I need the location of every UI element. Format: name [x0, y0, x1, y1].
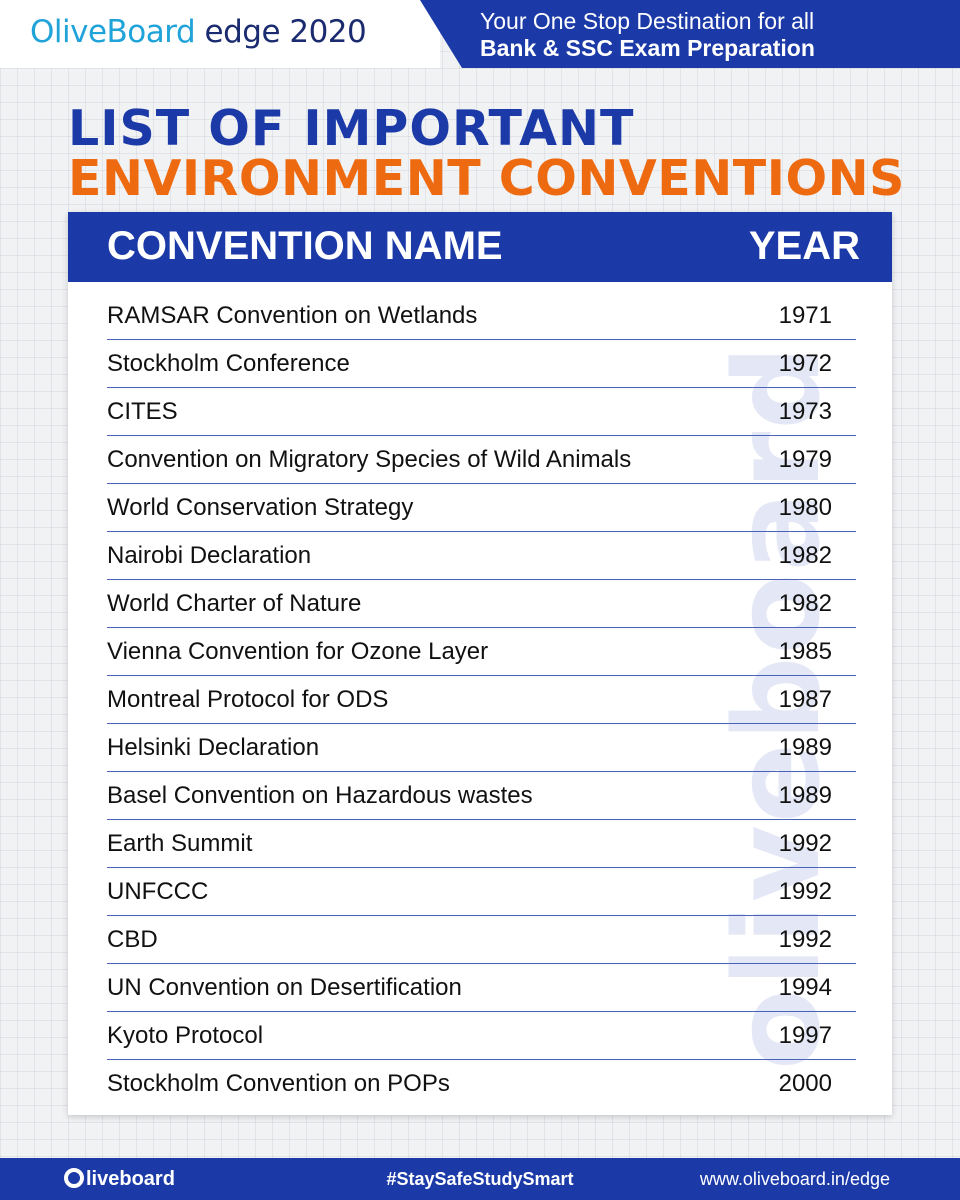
table-row: UNFCCC 1992 — [68, 868, 892, 916]
convention-year: 1982 — [778, 590, 832, 617]
convention-year: 2000 — [778, 1070, 832, 1097]
table-row: UN Convention on Desertification 1994 — [68, 964, 892, 1012]
page-title-line2: ENVIRONMENT CONVENTIONS — [68, 150, 905, 207]
footer-bar: liveboard #StaySafeStudySmart www.oliveb… — [0, 1158, 960, 1200]
convention-name: Helsinki Declaration — [107, 734, 320, 761]
convention-year: 1989 — [778, 782, 832, 809]
convention-name: Montreal Protocol for ODS — [107, 686, 389, 713]
convention-name: Basel Convention on Hazardous wastes — [107, 782, 533, 809]
brand-logo: OliveBoard edge 2020 — [30, 14, 367, 50]
table-row: RAMSAR Convention on Wetlands 1971 — [68, 292, 892, 340]
header-tagline-area — [420, 0, 960, 68]
table-row: Montreal Protocol for ODS 1987 — [68, 676, 892, 724]
convention-name: Stockholm Conference — [107, 350, 350, 377]
convention-name: UNFCCC — [107, 878, 209, 905]
tagline-line1: Your One Stop Destination for all — [480, 8, 815, 34]
convention-name: Nairobi Declaration — [107, 542, 312, 569]
convention-name: CBD — [107, 926, 158, 953]
column-header-year: YEAR — [748, 224, 860, 268]
table-row: Vienna Convention for Ozone Layer 1985 — [68, 628, 892, 676]
convention-year: 1992 — [778, 926, 832, 953]
convention-name: Kyoto Protocol — [107, 1022, 264, 1049]
table-row: Stockholm Conference 1972 — [68, 340, 892, 388]
table-row: Convention on Migratory Species of Wild … — [68, 436, 892, 484]
convention-name: World Conservation Strategy — [107, 494, 414, 521]
convention-year: 1997 — [778, 1022, 832, 1049]
table-row: Nairobi Declaration 1982 — [68, 532, 892, 580]
header-brand-area: OliveBoard edge 2020 — [0, 0, 440, 68]
table-row: World Conservation Strategy 1980 — [68, 484, 892, 532]
convention-name: UN Convention on Desertification — [107, 974, 462, 1001]
table-row: Stockholm Convention on POPs 2000 — [68, 1060, 892, 1108]
footer-logo-text: liveboard — [86, 1168, 175, 1190]
convention-year: 1979 — [778, 446, 832, 473]
table-row: World Charter of Nature 1982 — [68, 580, 892, 628]
convention-year: 1992 — [778, 830, 832, 857]
convention-year: 1982 — [778, 542, 832, 569]
convention-year: 1971 — [778, 302, 832, 329]
footer-url[interactable]: www.oliveboard.in/edge — [699, 1169, 890, 1189]
table-row: CBD 1992 — [68, 916, 892, 964]
oliveboard-o-icon — [64, 1168, 84, 1188]
convention-name: RAMSAR Convention on Wetlands — [107, 302, 478, 329]
convention-year: 1987 — [778, 686, 832, 713]
convention-year: 1972 — [778, 350, 832, 377]
convention-name: CITES — [107, 398, 178, 425]
convention-year: 1985 — [778, 638, 832, 665]
convention-name: Convention on Migratory Species of Wild … — [107, 446, 632, 473]
tagline: Your One Stop Destination for all Bank &… — [480, 8, 950, 62]
table-row: Earth Summit 1992 — [68, 820, 892, 868]
table-row: Basel Convention on Hazardous wastes 1989 — [68, 772, 892, 820]
convention-year: 1973 — [778, 398, 832, 425]
convention-name: Stockholm Convention on POPs — [107, 1070, 450, 1097]
convention-name: Earth Summit — [107, 830, 253, 857]
column-header-name: CONVENTION NAME — [107, 224, 503, 268]
page-title-line1: LIST OF IMPORTANT — [68, 100, 635, 157]
table-header: CONVENTION NAME YEAR — [68, 212, 892, 282]
brand-edition: edge 2020 — [195, 14, 367, 50]
header-bar: OliveBoard edge 2020 Your One Stop Desti… — [0, 0, 960, 68]
conventions-table: oliveboard CONVENTION NAME YEAR RAMSAR C… — [68, 212, 892, 1115]
convention-year: 1989 — [778, 734, 832, 761]
convention-year: 1994 — [778, 974, 832, 1001]
convention-year: 1980 — [778, 494, 832, 521]
footer-logo: liveboard — [64, 1168, 175, 1191]
footer-hashtag: #StaySafeStudySmart — [386, 1169, 574, 1189]
table-row: Kyoto Protocol 1997 — [68, 1012, 892, 1060]
table-row: CITES 1973 — [68, 388, 892, 436]
table-row: Helsinki Declaration 1989 — [68, 724, 892, 772]
brand-name: OliveBoard — [30, 14, 196, 50]
convention-year: 1992 — [778, 878, 832, 905]
tagline-line2: Bank & SSC Exam Preparation — [480, 35, 815, 61]
convention-name: World Charter of Nature — [107, 590, 362, 617]
convention-name: Vienna Convention for Ozone Layer — [107, 638, 489, 665]
table-body: RAMSAR Convention on Wetlands 1971 Stockh… — [68, 292, 892, 1108]
